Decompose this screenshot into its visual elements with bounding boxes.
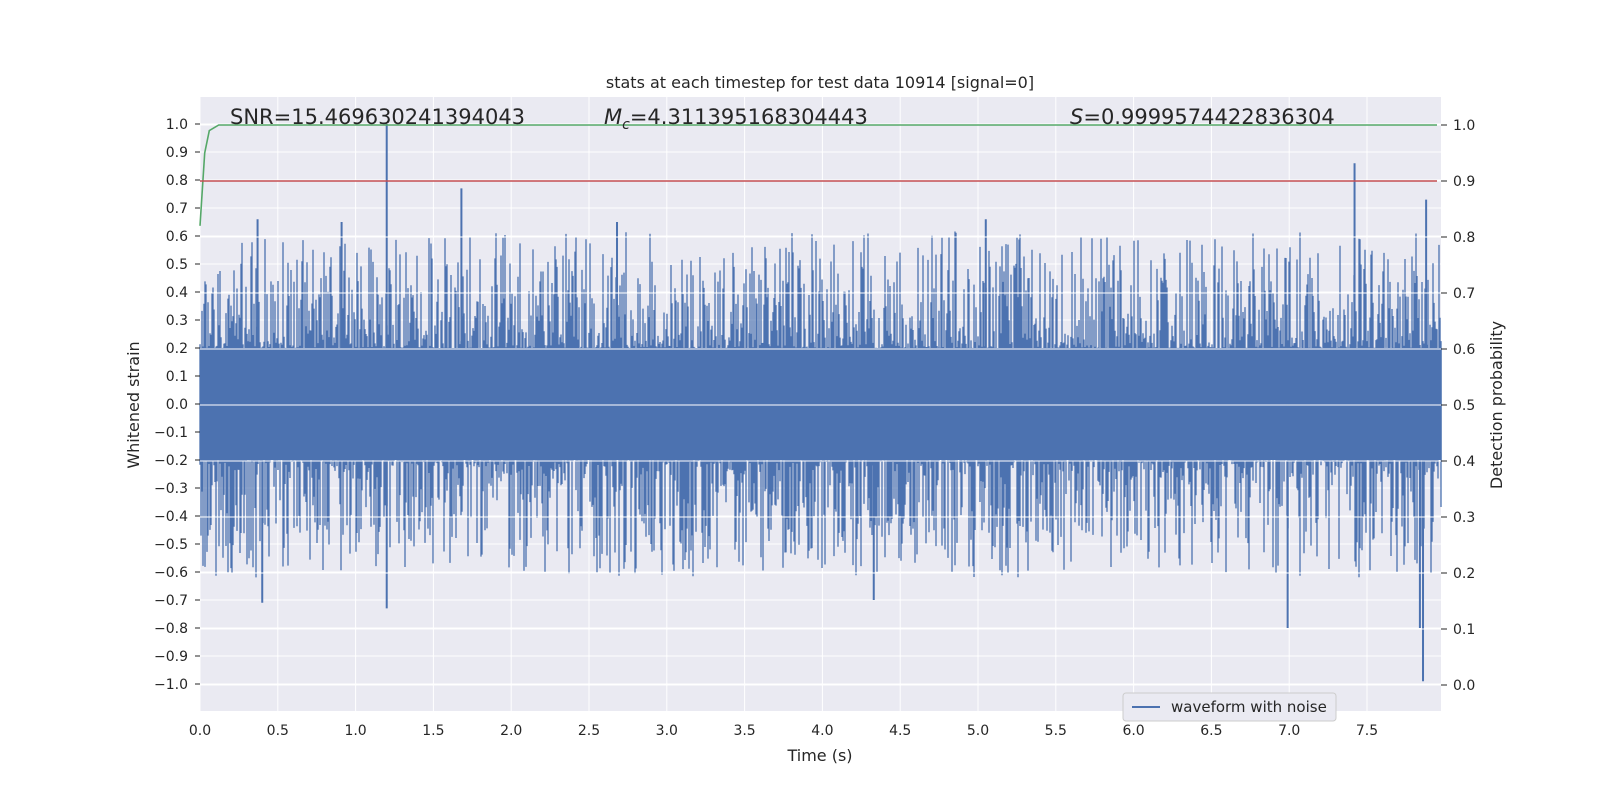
x-tick-label: 0.5 [267,723,289,739]
y2-tick-label: 0.5 [1453,398,1475,414]
x-tick-label: 3.0 [656,723,678,739]
x-tick-label: 7.5 [1356,723,1378,739]
y-tick-label: 0.2 [166,341,188,357]
legend-label: waveform with noise [1171,698,1327,716]
y2-tick-label: 0.3 [1453,510,1475,526]
y-tick-label: 0.0 [166,397,188,413]
y-tick-label: 0.8 [166,173,188,189]
y2-tick-label: 0.0 [1453,678,1475,694]
x-tick-label: 3.5 [733,723,755,739]
x-axis-label: Time (s) [786,746,852,765]
y2-tick-label: 0.4 [1453,454,1475,470]
y-axis-ticks: 1.0 0.9 0.8 0.7 0.6 0.5 0.4 0.3 0.2 0.1 0.0 −0.1 −0.… [154,117,200,693]
y-tick-label: −0.8 [154,621,188,637]
chirp-mass-annotation: Mc=4.311395168304443 [604,105,868,133]
y-tick-label: −0.3 [154,481,188,497]
y-tick-label: −0.5 [154,537,188,553]
x-tick-label: 6.5 [1200,723,1222,739]
y2-axis-ticks: 1.0 0.9 0.8 0.7 0.6 0.5 0.4 0.3 0.2 0.1 0.0 [1441,118,1475,694]
waveform-series [199,124,1442,682]
x-tick-label: 7.0 [1278,723,1300,739]
y2-axis-label: Detection probability [1487,321,1506,489]
chart-title: stats at each timestep for test data 109… [606,73,1034,92]
x-tick-label: 1.5 [422,723,444,739]
y-tick-label: −0.2 [154,453,188,469]
probability-series [199,124,1437,226]
x-tick-label: 1.0 [344,723,366,739]
x-tick-label: 5.5 [1045,723,1067,739]
x-axis-ticks: 0.0 0.5 1.0 1.5 2.0 2.5 3.0 3.5 4.0 4.5 5.0 5.5 6.0 6… [189,723,1378,739]
y2-tick-label: 1.0 [1453,118,1475,134]
waveform-core [200,348,1442,460]
y-tick-label: 0.5 [166,257,188,273]
y-tick-label: −0.6 [154,565,188,581]
x-tick-label: 4.0 [811,723,833,739]
y-tick-label: −1.0 [154,677,188,693]
y-tick-label: −0.1 [154,425,188,441]
detection-score-annotation: S=0.9999574422836304 [1070,105,1335,129]
legend: waveform with noise [1122,692,1337,722]
x-tick-label: 5.0 [967,723,989,739]
y2-tick-label: 0.8 [1453,230,1475,246]
y-tick-label: 1.0 [166,117,188,133]
y2-tick-label: 0.7 [1453,286,1475,302]
y-tick-label: −0.9 [154,649,188,665]
x-tick-label: 2.0 [500,723,522,739]
y-tick-label: 0.4 [166,285,188,301]
legend-box [1122,692,1337,722]
y2-tick-label: 0.1 [1453,622,1475,638]
y-tick-label: −0.7 [154,593,188,609]
y2-tick-label: 0.6 [1453,342,1475,358]
y-tick-label: 0.7 [166,201,188,217]
y2-tick-label: 0.9 [1453,174,1475,190]
y-tick-label: −0.4 [154,509,188,525]
y-tick-label: 0.6 [166,229,188,245]
x-tick-label: 4.5 [889,723,911,739]
snr-annotation: SNR=15.469630241394043 [230,105,525,129]
y-axis-label: Whitened strain [124,341,143,468]
y-tick-label: 0.9 [166,145,188,161]
y-tick-label: 0.3 [166,313,188,329]
y-tick-label: 0.1 [166,369,188,385]
probability-line [199,124,1437,226]
x-tick-label: 0.0 [189,723,211,739]
x-tick-label: 2.5 [578,723,600,739]
y2-tick-label: 0.2 [1453,566,1475,582]
x-tick-label: 6.0 [1122,723,1144,739]
